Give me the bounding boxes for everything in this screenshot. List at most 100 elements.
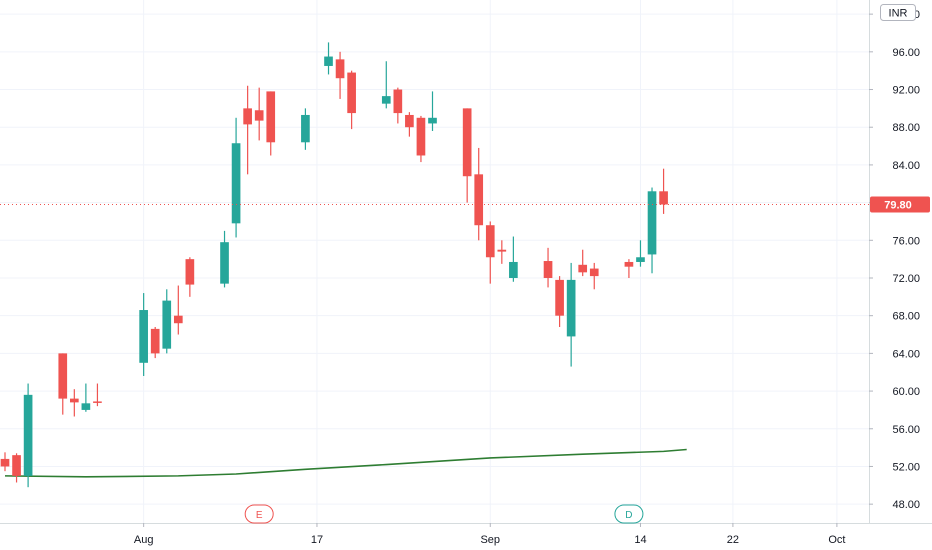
price-tick-label: 88.00: [892, 122, 920, 134]
price-tick-label: 72.00: [892, 273, 920, 285]
candle-body: [58, 353, 68, 399]
candle[interactable]: [509, 236, 518, 282]
candle[interactable]: [69, 389, 79, 417]
candle-body: [509, 261, 518, 278]
candle[interactable]: [231, 117, 241, 238]
candle-body: [139, 310, 148, 363]
candle-body: [624, 261, 634, 267]
candle[interactable]: [485, 221, 495, 284]
candle[interactable]: [474, 147, 484, 241]
time-axis-labels[interactable]: Aug 17 Sep 14 22 Oct: [134, 523, 846, 546]
candle[interactable]: [254, 87, 264, 141]
candle-body: [589, 268, 599, 277]
candle[interactable]: [647, 187, 657, 274]
candle-body: [266, 91, 276, 143]
candle-body: [474, 174, 484, 226]
candle-body: [12, 455, 21, 476]
time-tick-label: Oct: [828, 534, 845, 546]
candle-body: [220, 242, 229, 284]
time-tick-label: 14: [634, 534, 646, 546]
candle[interactable]: [416, 115, 426, 163]
candle[interactable]: [381, 61, 391, 109]
price-tick-label: 60.00: [892, 386, 920, 398]
price-tick-label: 48.00: [892, 499, 920, 511]
candle-body: [243, 108, 252, 125]
candle-body: [81, 403, 91, 410]
candle[interactable]: [589, 262, 599, 290]
candle[interactable]: [220, 230, 229, 288]
event-marker-pill: [614, 504, 644, 524]
candle[interactable]: [243, 85, 252, 175]
candle[interactable]: [23, 383, 33, 488]
candle-body: [543, 261, 553, 278]
candle[interactable]: [566, 262, 576, 367]
candle[interactable]: [578, 249, 588, 277]
current-price-label: 79.80: [884, 199, 912, 211]
candle[interactable]: [659, 168, 668, 214]
candle-body: [335, 59, 345, 79]
candle[interactable]: [555, 276, 564, 327]
price-tick-label: 84.00: [892, 160, 920, 172]
candle-body: [659, 191, 668, 205]
candle[interactable]: [173, 285, 183, 335]
candle[interactable]: [405, 112, 414, 137]
event-marker-label: E: [256, 510, 263, 521]
candle-body: [381, 96, 391, 104]
candle-body: [23, 394, 33, 476]
candle-body: [647, 191, 657, 255]
candle[interactable]: [462, 108, 472, 203]
candle-body: [405, 114, 414, 128]
candle[interactable]: [185, 257, 195, 297]
candle-body: [93, 401, 102, 403]
candle-body: [324, 56, 333, 66]
time-tick-label: 17: [311, 534, 323, 546]
candle[interactable]: [301, 108, 310, 150]
price-tick-label: 92.00: [892, 85, 920, 97]
candle-body: [485, 225, 495, 258]
event-marker-pill: [244, 504, 274, 524]
moving-average-line: [4, 448, 687, 478]
candle-body: [347, 72, 356, 114]
candle[interactable]: [93, 383, 102, 407]
candle-body: [393, 89, 403, 114]
candle[interactable]: [393, 87, 403, 124]
candle-body: [0, 458, 10, 467]
candle-body: [301, 114, 310, 143]
candle-body: [578, 264, 588, 273]
candle[interactable]: [543, 247, 553, 288]
candle[interactable]: [624, 259, 634, 278]
candle[interactable]: [324, 42, 333, 75]
candle[interactable]: [58, 353, 68, 415]
currency-label: INR: [889, 8, 908, 20]
event-marker-d[interactable]: D: [614, 504, 644, 524]
candle[interactable]: [497, 240, 507, 264]
price-tick-label: 52.00: [892, 461, 920, 473]
candle[interactable]: [162, 289, 172, 354]
candle-body: [254, 110, 264, 121]
candle[interactable]: [266, 91, 276, 156]
candle-body: [150, 328, 160, 354]
currency-badge[interactable]: INR: [880, 4, 916, 21]
candle[interactable]: [81, 383, 91, 412]
candle[interactable]: [335, 51, 345, 99]
candle[interactable]: [347, 70, 356, 130]
time-tick-label: 22: [727, 534, 739, 546]
price-axis-labels[interactable]: 48.00 52.00 56.00 60.00 64.00 68.00 72.00 76.00…: [869, 9, 920, 511]
candle-body: [416, 117, 426, 156]
candle[interactable]: [139, 293, 148, 376]
price-tick-label: 96.00: [892, 47, 920, 59]
candle[interactable]: [0, 452, 10, 472]
candle-body: [566, 279, 576, 337]
time-tick-label: Aug: [134, 534, 154, 546]
candle[interactable]: [150, 326, 160, 359]
candle[interactable]: [12, 453, 21, 483]
candle-body: [497, 249, 507, 252]
event-marker-e[interactable]: E: [244, 504, 274, 524]
candle[interactable]: [636, 240, 645, 267]
candle-body: [173, 315, 183, 324]
moving-average-layer: [4, 448, 687, 478]
candle[interactable]: [428, 91, 437, 131]
candle-body: [69, 398, 79, 403]
